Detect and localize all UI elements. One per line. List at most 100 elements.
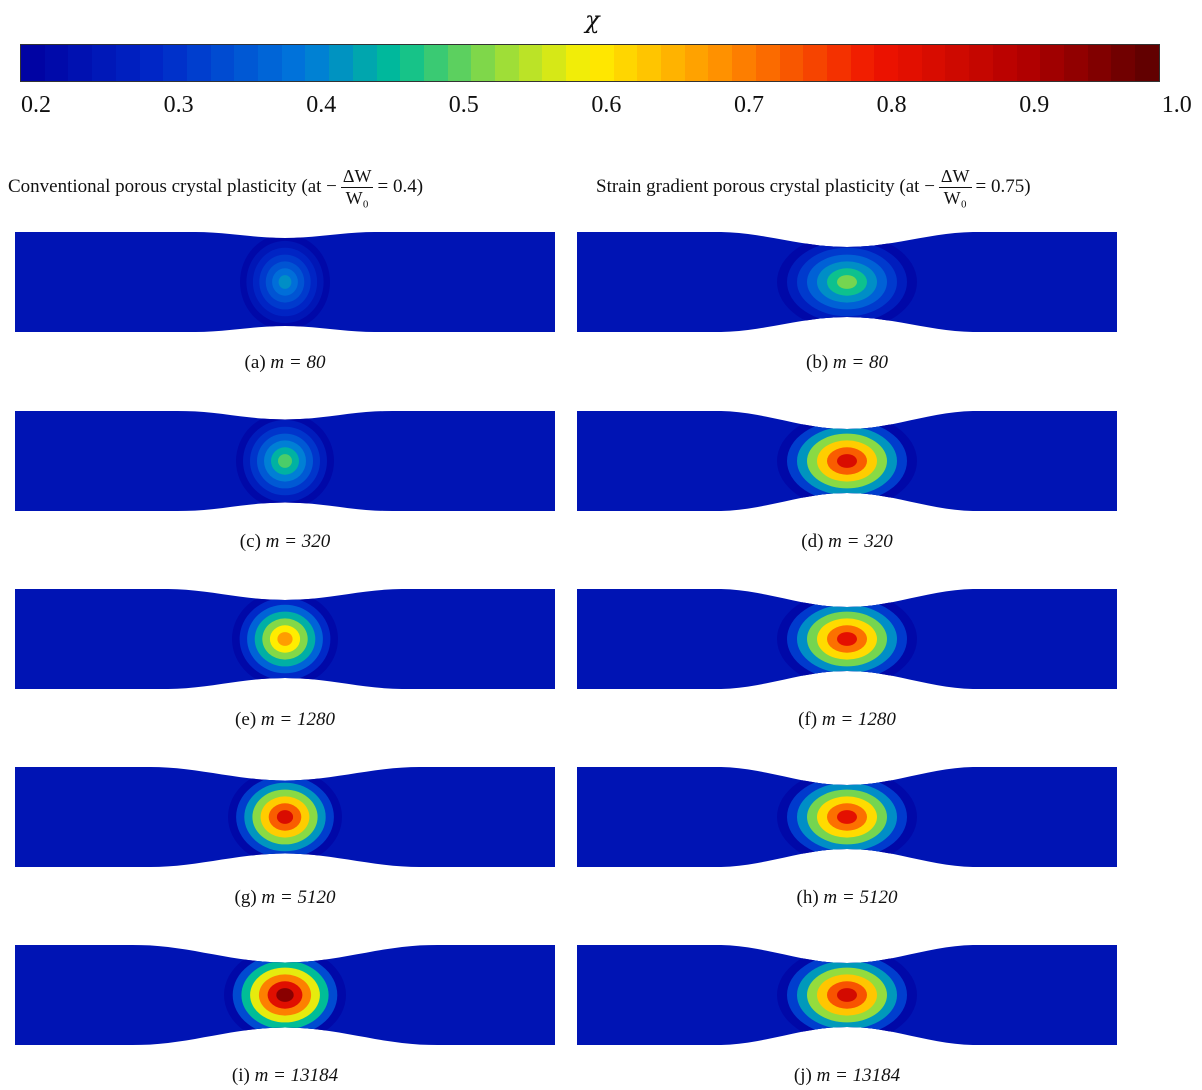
specimen-contour-j <box>577 945 1117 1045</box>
colorbar-tick-label: 0.5 <box>448 92 479 118</box>
panel-m-value: m = 80 <box>270 352 326 373</box>
colorbar-tick-label: 0.4 <box>306 92 337 118</box>
colorbar-segment <box>281 45 306 81</box>
panel-caption-e: (e) m = 1280 <box>235 709 335 731</box>
specimen-contour-b <box>577 232 1117 332</box>
damage-zone <box>777 769 917 865</box>
chi-contour-level <box>277 632 293 646</box>
colorbar-tick-label: 0.8 <box>876 92 907 118</box>
colorbar-segment <box>92 45 116 81</box>
frac-denominator: W₀ <box>345 188 369 208</box>
colorbar-segment <box>708 45 733 81</box>
chi-contour-level <box>278 454 292 468</box>
colorbar-segment <box>589 45 614 81</box>
colorbar-segment <box>1063 45 1088 81</box>
fraction: ΔW W₀ <box>340 166 374 209</box>
panel-label: (h) <box>796 887 824 908</box>
panel-caption-f: (f) m = 1280 <box>798 709 896 731</box>
panel-m-value: m = 320 <box>265 531 331 552</box>
colorbar-segment <box>423 45 448 81</box>
colorbar-segment <box>210 45 235 81</box>
damage-zone <box>777 591 917 687</box>
colorbar-segment <box>400 45 424 81</box>
colorbar-tick-label: 0.2 <box>21 92 51 118</box>
colorbar-segment <box>969 45 993 81</box>
colorbar-segment <box>542 45 567 81</box>
specimen-contour-e <box>15 589 555 689</box>
colorbar-segment <box>684 45 709 81</box>
damage-zone <box>228 769 342 865</box>
panel-m-value: m = 5120 <box>823 887 898 908</box>
colorbar-segment <box>495 45 519 81</box>
colorbar-segment <box>376 45 401 81</box>
colorbar <box>20 44 1160 82</box>
panel-m-value: m = 80 <box>832 352 888 373</box>
colorbar-tick-label: 0.6 <box>591 92 622 118</box>
colorbar-segment <box>898 45 922 81</box>
colorbar-segment <box>234 45 259 81</box>
colorbar-segment <box>779 45 804 81</box>
colorbar-segment <box>566 45 590 81</box>
chi-contour-level <box>837 275 857 289</box>
colorbar-segment <box>921 45 946 81</box>
damage-zone <box>232 591 338 687</box>
panel-caption-i: (i) m = 13184 <box>232 1065 338 1087</box>
panel-label: (b) <box>806 352 833 373</box>
frac-numerator: ΔW <box>340 166 374 188</box>
chi-contour-level <box>278 275 292 289</box>
specimen-contour-c <box>15 411 555 511</box>
damage-zone <box>777 413 917 509</box>
colorbar-segment <box>68 45 93 81</box>
damage-zone <box>777 947 917 1043</box>
panel-m-value: m = 1280 <box>260 709 335 730</box>
panel-caption-a: (a) m = 80 <box>245 352 326 374</box>
chi-contour-level <box>837 810 857 824</box>
colorbar-segment <box>992 45 1017 81</box>
colorbar-segment <box>518 45 543 81</box>
colorbar-segment <box>803 45 827 81</box>
panel-label: (i) <box>231 1065 255 1086</box>
colorbar-symbol: χ <box>585 6 600 34</box>
panel-m-value: m = 13184 <box>816 1065 901 1086</box>
panel-m-value: m = 5120 <box>261 887 336 908</box>
title-suffix: = 0.4) <box>377 175 424 197</box>
chi-contour-level <box>276 810 294 824</box>
colorbar-segment <box>660 45 685 81</box>
specimen-contour-f <box>577 589 1117 689</box>
panel-m-value: m = 13184 <box>254 1065 339 1086</box>
colorbar-segment <box>115 45 140 81</box>
colorbar-segment <box>1016 45 1041 81</box>
panel-label: (a) <box>244 352 271 373</box>
colorbar-segment <box>1135 45 1159 81</box>
colorbar-segment <box>329 45 353 81</box>
panel-caption-j: (j) m = 13184 <box>794 1065 900 1087</box>
panel-caption-b: (b) m = 80 <box>806 352 888 374</box>
panel-caption-c: (c) m = 320 <box>240 531 330 553</box>
column-title-conventional: Conventional porous crystal plasticity (… <box>8 166 423 209</box>
specimen-contour-h <box>577 767 1117 867</box>
chi-contour-level <box>276 988 294 1002</box>
colorbar-tick-label: 1.0 <box>1161 92 1192 118</box>
colorbar-segment <box>1111 45 1136 81</box>
panel-label: (f) <box>798 709 822 730</box>
colorbar-segment <box>874 45 899 81</box>
panel-caption-h: (h) m = 5120 <box>797 887 898 909</box>
colorbar-segment <box>1087 45 1112 81</box>
colorbar-segment <box>21 45 45 81</box>
colorbar-tick-label: 0.3 <box>163 92 194 118</box>
panel-label: (e) <box>235 709 261 730</box>
frac-numerator: ΔW <box>938 166 972 188</box>
colorbar-segment <box>163 45 187 81</box>
panel-m-value: m = 1280 <box>821 709 896 730</box>
colorbar-segment <box>186 45 211 81</box>
colorbar-segment <box>447 45 472 81</box>
frac-denominator: W₀ <box>943 188 967 208</box>
specimen-contour-d <box>577 411 1117 511</box>
chi-contour-level <box>837 632 857 646</box>
chi-contour-level <box>837 454 857 468</box>
colorbar-tick-label: 0.9 <box>1019 92 1050 118</box>
colorbar-segment <box>305 45 330 81</box>
specimen-contour-i <box>15 945 555 1045</box>
title-prefix: Conventional porous crystal plasticity (… <box>8 175 337 197</box>
colorbar-segment <box>471 45 496 81</box>
